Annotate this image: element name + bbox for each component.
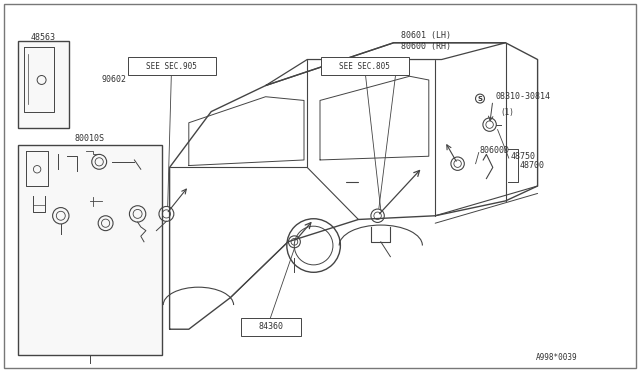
Bar <box>321 57 409 75</box>
Bar <box>127 57 216 75</box>
Bar <box>18 145 162 355</box>
Text: (1): (1) <box>500 108 514 117</box>
Bar <box>18 41 69 128</box>
Text: 48700: 48700 <box>520 161 545 170</box>
Bar <box>241 317 301 336</box>
Text: 80600 (RH): 80600 (RH) <box>401 42 451 51</box>
Text: S: S <box>477 96 483 102</box>
Text: 08310-30814: 08310-30814 <box>495 92 550 101</box>
Text: A998*0039: A998*0039 <box>536 353 578 362</box>
Text: SEE SEC.805: SEE SEC.805 <box>339 62 390 71</box>
Text: 48750: 48750 <box>511 152 536 161</box>
Text: 80601 (LH): 80601 (LH) <box>401 31 451 40</box>
Text: SEE SEC.905: SEE SEC.905 <box>146 62 197 71</box>
Text: 90602: 90602 <box>101 76 127 84</box>
Text: 48563: 48563 <box>31 33 56 42</box>
Text: 80010S: 80010S <box>75 134 104 143</box>
Text: 80600D: 80600D <box>480 146 510 155</box>
Text: 84360: 84360 <box>259 322 284 331</box>
